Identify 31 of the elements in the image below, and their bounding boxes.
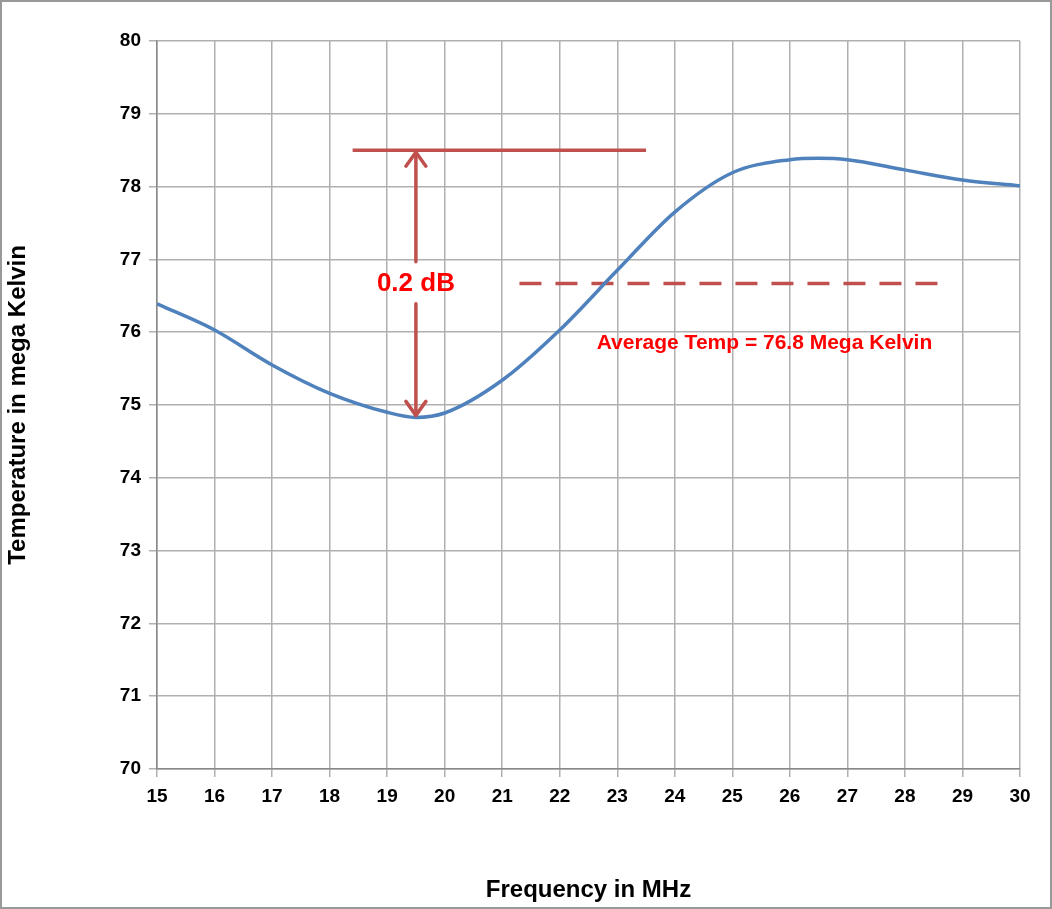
x-tick-label: 15 xyxy=(146,784,168,806)
x-tick-label: 25 xyxy=(721,784,744,806)
y-tick-label: 76 xyxy=(119,320,141,342)
y-tick-label: 77 xyxy=(119,247,141,269)
x-tick-label: 27 xyxy=(836,784,858,806)
y-tick-label: 71 xyxy=(119,684,142,706)
x-tick-label: 22 xyxy=(549,784,571,806)
x-tick-label: 23 xyxy=(606,784,628,806)
y-tick-label: 75 xyxy=(119,393,142,415)
x-tick-label: 24 xyxy=(664,784,686,806)
x-tick-label: 16 xyxy=(203,784,226,806)
y-tick-label: 79 xyxy=(119,102,141,124)
y-tick-label: 72 xyxy=(119,611,141,633)
y-tick-label: 73 xyxy=(119,538,141,560)
y-axis-title: Temperature in mega Kelvin xyxy=(3,245,31,565)
y-tick-label: 74 xyxy=(119,466,142,488)
y-tick-label: 80 xyxy=(119,29,141,51)
annotation: 0.2 dB xyxy=(376,266,455,297)
x-tick-label: 18 xyxy=(319,784,341,806)
x-tick-label: 26 xyxy=(779,784,801,806)
x-tick-label: 28 xyxy=(894,784,916,806)
x-tick-label: 20 xyxy=(434,784,456,806)
x-tick-label: 21 xyxy=(491,784,514,806)
x-axis-title: Frequency in MHz xyxy=(485,875,692,903)
x-tick-label: 29 xyxy=(951,784,974,806)
x-tick-label: 19 xyxy=(376,784,398,806)
x-tick-label: 17 xyxy=(261,784,283,806)
annotation: Average Temp = 76.8 Mega Kelvin xyxy=(596,330,933,354)
y-tick-label: 70 xyxy=(119,757,141,779)
x-tick-label: 30 xyxy=(1009,784,1031,806)
y-tick-label: 78 xyxy=(119,174,141,196)
